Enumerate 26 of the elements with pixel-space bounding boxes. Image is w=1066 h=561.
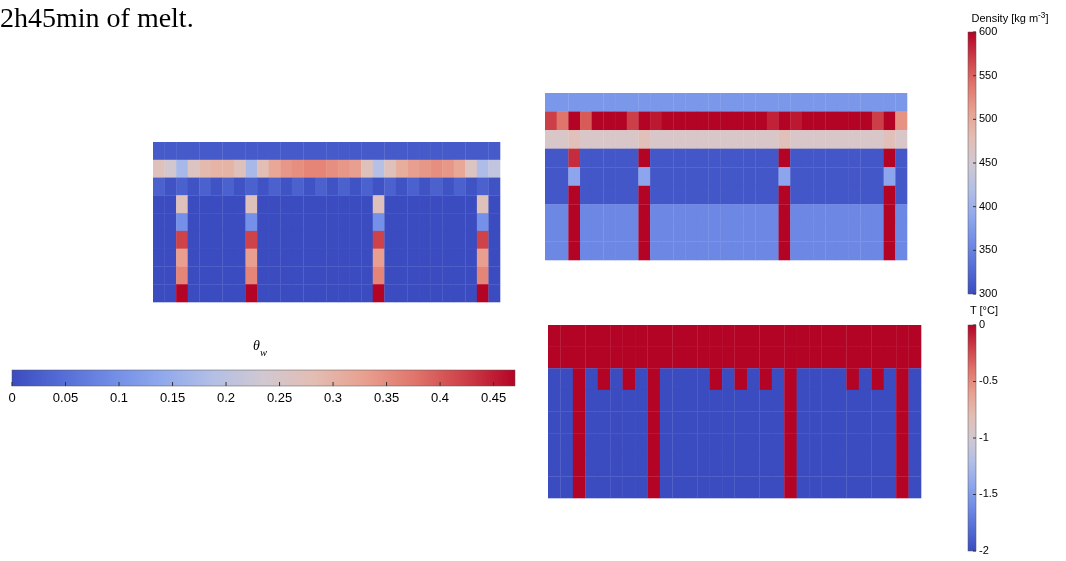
color-bar-title: θ$_{w}$ bbox=[253, 338, 267, 358]
color-bar-label: 0 bbox=[8, 390, 16, 405]
color-bar-label: -1 bbox=[979, 430, 989, 443]
color-bar-label: 0.25 bbox=[266, 390, 293, 405]
color-bar-label: 0.45 bbox=[480, 390, 507, 405]
color-bar-label: 0 bbox=[979, 317, 986, 330]
text: 2h45min of melt. bbox=[0, 2, 194, 33]
color-bar-title: Density [kg m$^{-3}$] bbox=[971, 10, 1049, 24]
color-bar-label: 0.35 bbox=[373, 390, 400, 405]
color-bar-label: 550 bbox=[979, 68, 998, 81]
color-bar-label: 450 bbox=[979, 155, 998, 168]
color-bar-label: 400 bbox=[979, 199, 998, 212]
color-bar-label: 0.2 bbox=[217, 390, 236, 405]
color-bar-label: 0.4 bbox=[431, 390, 450, 405]
color-bar-label: 600 bbox=[979, 24, 998, 37]
color-bar-label: 300 bbox=[979, 286, 998, 299]
color-bar-label: 0.15 bbox=[159, 390, 186, 405]
color-bar-title: T [°C] bbox=[969, 304, 999, 316]
color-bar-label: -1.5 bbox=[979, 487, 998, 500]
color-bar-label: 0.3 bbox=[324, 390, 343, 405]
color-bar-label: 500 bbox=[979, 112, 998, 125]
color-bar-label: 0.1 bbox=[109, 390, 129, 405]
color-bar-label: -0.5 bbox=[979, 374, 998, 387]
color-bar-label: -2 bbox=[979, 543, 989, 556]
color-bar-label: 350 bbox=[979, 243, 998, 256]
color-bar-label: 0.05 bbox=[52, 390, 79, 405]
